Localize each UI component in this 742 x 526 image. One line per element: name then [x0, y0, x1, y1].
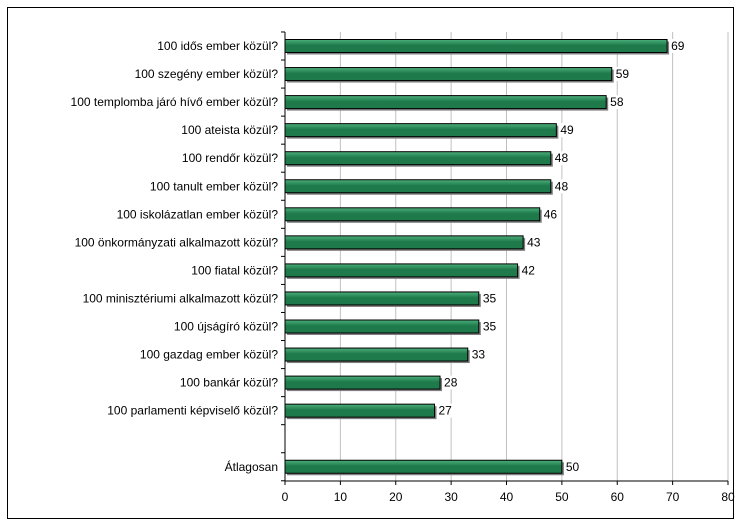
value-label: 35: [483, 291, 497, 305]
value-label-bg: [470, 347, 487, 362]
value-label: 43: [527, 235, 541, 249]
bars: [284, 39, 670, 476]
bar: [284, 319, 480, 334]
value-label-bg: [614, 67, 631, 82]
bar: [284, 403, 436, 418]
value-label-bg: [670, 39, 687, 53]
bar: [284, 39, 668, 53]
value-label-bg: [481, 291, 498, 306]
value-label: 59: [616, 67, 630, 81]
x-tick-label: 70: [666, 490, 680, 504]
bar: [284, 235, 524, 250]
bar: [284, 347, 469, 362]
category-label: 100 ateista közül?: [181, 123, 278, 137]
bar: [284, 291, 480, 306]
value-label: 42: [522, 263, 536, 277]
value-label-bg: [443, 375, 460, 390]
category-label: 100 rendőr közül?: [182, 151, 278, 165]
x-tick-label: 60: [611, 490, 625, 504]
value-label-bg: [520, 263, 537, 278]
value-label-bg: [553, 151, 570, 166]
value-label-bg: [437, 403, 454, 418]
x-tick-label: 0: [282, 490, 289, 504]
x-tick-label: 50: [555, 490, 569, 504]
value-label: 27: [439, 404, 453, 418]
value-label: 35: [483, 320, 497, 334]
value-label: 58: [610, 95, 624, 109]
value-label: 48: [555, 179, 569, 193]
category-label: 100 parlamenti képviselő közül?: [107, 404, 278, 418]
value-label: 48: [555, 151, 569, 165]
bar: [284, 67, 613, 82]
category-label: 100 idős ember közül?: [157, 39, 278, 53]
category-label: 100 fiatal közül?: [191, 263, 278, 277]
value-label-bg: [526, 235, 543, 250]
category-label: 100 önkormányzati alkalmazott közül?: [75, 235, 279, 249]
category-label: 100 gazdag ember közül?: [140, 348, 278, 362]
category-label: Átlagosan: [225, 459, 278, 474]
labels: 100 idős ember közül? 69 100 szegény ember…: [71, 39, 735, 504]
category-label: 100 újságíró közül?: [174, 320, 278, 334]
bar: [284, 151, 552, 166]
value-label-bg: [609, 95, 626, 110]
x-tick-label: 10: [334, 490, 348, 504]
bar: [284, 95, 607, 110]
bar: [284, 123, 557, 138]
value-label-bg: [542, 207, 559, 222]
category-label: 100 iskolázatlan ember közül?: [117, 207, 279, 221]
category-label: 100 templomba járó hívő ember közül?: [71, 95, 279, 109]
value-label-bg: [553, 179, 570, 194]
value-label: 46: [544, 207, 558, 221]
bar: [284, 179, 552, 194]
value-label: 33: [472, 348, 486, 362]
value-label-bg: [559, 123, 576, 138]
bar: [284, 207, 541, 222]
x-tick-label: 80: [721, 490, 735, 504]
value-label-bg: [564, 459, 581, 474]
x-tick-label: 40: [500, 490, 514, 504]
x-tick-label: 30: [444, 490, 458, 504]
value-label: 49: [560, 123, 574, 137]
category-label: 100 tanult ember közül?: [150, 179, 278, 193]
category-label: 100 bankár közül?: [180, 376, 278, 390]
value-label: 28: [444, 376, 458, 390]
value-label: 69: [671, 39, 685, 53]
value-label-bg: [481, 319, 498, 334]
axes: [281, 31, 729, 485]
bar: [284, 459, 563, 474]
bar: [284, 375, 441, 390]
category-label: 100 szegény ember közül?: [135, 67, 279, 81]
category-label: 100 minisztériumi alkalmazott közül?: [83, 291, 279, 305]
bar: [284, 263, 519, 278]
chart-frame: [7, 7, 734, 519]
value-label: 50: [566, 460, 580, 474]
x-tick-label: 20: [389, 490, 403, 504]
